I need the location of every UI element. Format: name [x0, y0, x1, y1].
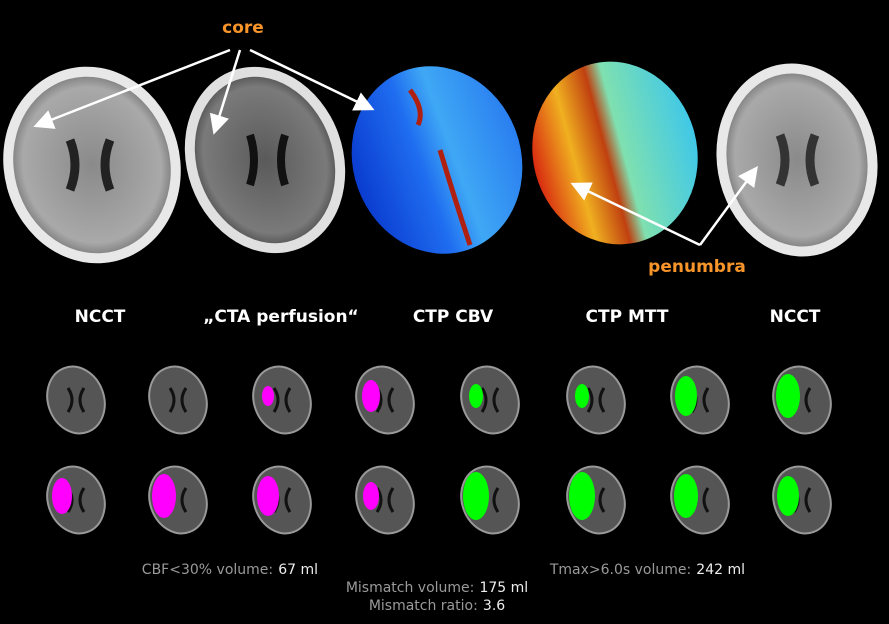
scan-shape [463, 472, 489, 520]
stat: Mismatch ratio: 3.6 [369, 595, 505, 614]
small-scans [46, 365, 832, 535]
scan-shape [469, 384, 483, 408]
scan-shape [46, 465, 106, 535]
scan-shape [257, 476, 279, 516]
stat-value: 175 ml [479, 580, 528, 596]
scan-shape [569, 472, 595, 520]
scan-shape [772, 365, 832, 435]
scan-shape [586, 387, 606, 413]
scan-shape [262, 386, 274, 406]
scan-shape [777, 476, 799, 516]
stat-value: 67 ml [278, 562, 318, 578]
stat-label: Mismatch ratio: [369, 598, 478, 614]
stat: Mismatch volume: 175 ml [346, 577, 528, 596]
scan-shape [252, 365, 312, 435]
scan-shape [674, 474, 698, 518]
stat-label: Mismatch volume: [346, 580, 475, 596]
scan-shape [575, 384, 589, 408]
scan-shape [772, 465, 832, 535]
scan-shape [152, 474, 176, 518]
scan-shape [480, 387, 500, 413]
column-label: CTP MTT [586, 307, 669, 327]
scan-shape [566, 365, 626, 435]
scan-shape [355, 465, 415, 535]
scan-shape [460, 365, 520, 435]
scan-shape [168, 387, 188, 413]
stat-label: CBF<30% volume: [142, 562, 273, 578]
scan-shape [675, 376, 697, 416]
scan-shape [46, 365, 106, 435]
column-label: „CTA perfusion“ [203, 307, 358, 327]
annotation: core [222, 18, 264, 38]
column-label: NCCT [75, 307, 126, 327]
scan-shape [362, 380, 380, 412]
arrows [33, 48, 758, 247]
large-scans [3, 61, 878, 264]
scan-shape [148, 365, 208, 435]
column-label: NCCT [770, 307, 821, 327]
stat-value: 3.6 [483, 598, 505, 614]
scan-shape [670, 365, 730, 435]
scan-shape [272, 387, 292, 413]
scan-shape [355, 365, 415, 435]
annotation: penumbra [648, 257, 746, 277]
scan-shape [363, 482, 379, 510]
scan-shape [252, 465, 312, 535]
scan-shape [66, 387, 86, 413]
scan-shape [776, 374, 800, 418]
column-label: CTP CBV [413, 307, 494, 327]
scan-shape [670, 465, 730, 535]
scan-shape [148, 465, 208, 535]
stat: CBF<30% volume: 67 ml [142, 559, 318, 578]
scan-shape [52, 478, 72, 514]
stat-value: 242 ml [696, 562, 745, 578]
stat: Tmax>6.0s volume: 242 ml [549, 559, 745, 578]
stat-label: Tmax>6.0s volume: [549, 562, 691, 578]
